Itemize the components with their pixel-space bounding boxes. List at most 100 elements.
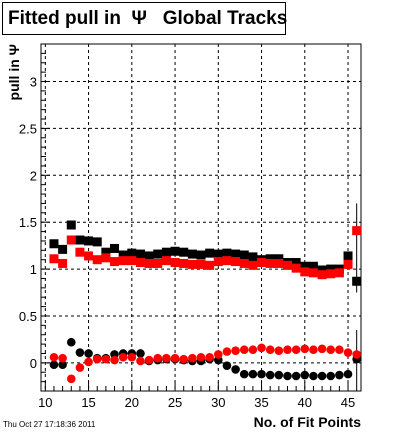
data-point xyxy=(309,371,318,381)
data-point xyxy=(239,345,249,355)
data-point xyxy=(127,352,137,362)
data-point xyxy=(118,256,128,266)
chart-title-box: Fitted pull in Ψ Global Tracks xyxy=(2,2,288,35)
data-point xyxy=(49,254,59,264)
data-point xyxy=(300,267,310,277)
data-point xyxy=(335,345,344,355)
data-point xyxy=(153,353,163,363)
data-point xyxy=(170,246,180,256)
data-point xyxy=(153,258,163,268)
data-point xyxy=(222,248,232,258)
data-point xyxy=(179,258,189,268)
data-point xyxy=(265,345,275,355)
data-point xyxy=(317,265,327,275)
y-tick-label: 0.5 xyxy=(19,309,37,324)
data-point xyxy=(257,343,266,353)
data-point xyxy=(274,346,284,355)
data-point xyxy=(84,349,93,358)
y-axis-label: pull in Ψ xyxy=(6,44,22,100)
chart-title: Fitted pull in Ψ Global Tracks xyxy=(8,7,288,29)
data-point xyxy=(291,263,301,273)
data-point xyxy=(84,236,94,246)
data-point xyxy=(101,253,111,263)
data-point xyxy=(335,370,344,380)
data-point xyxy=(274,258,284,268)
data-point xyxy=(309,345,318,355)
data-point xyxy=(136,349,145,358)
data-point xyxy=(58,244,68,254)
x-tick-label: 35 xyxy=(254,395,268,410)
data-point xyxy=(300,370,310,380)
data-point xyxy=(352,350,361,359)
data-point xyxy=(127,256,137,266)
data-point xyxy=(248,260,258,270)
data-point xyxy=(136,356,145,366)
data-point xyxy=(75,363,85,372)
data-point xyxy=(161,247,171,257)
data-point xyxy=(205,352,214,362)
data-point xyxy=(222,361,232,370)
data-point xyxy=(66,374,76,384)
data-point xyxy=(101,247,111,257)
data-point xyxy=(231,346,240,355)
data-point xyxy=(257,258,267,268)
data-point xyxy=(265,370,275,380)
x-tick-label: 45 xyxy=(341,395,355,410)
data-point xyxy=(144,355,154,365)
data-point xyxy=(153,249,163,259)
x-tick-label: 15 xyxy=(81,395,95,410)
data-point xyxy=(213,257,223,267)
x-tick-label: 25 xyxy=(168,395,182,410)
y-tick-label: 3 xyxy=(30,75,37,90)
data-point xyxy=(326,264,336,274)
data-point xyxy=(110,355,119,365)
data-point xyxy=(231,249,241,259)
data-point xyxy=(265,258,275,268)
data-point xyxy=(49,360,59,370)
data-point xyxy=(127,248,137,258)
data-point xyxy=(343,348,353,357)
data-point xyxy=(248,345,258,355)
data-point xyxy=(239,369,249,379)
data-point xyxy=(58,258,68,268)
data-point xyxy=(274,254,284,264)
data-point xyxy=(222,347,232,356)
data-point xyxy=(75,247,85,257)
data-point xyxy=(343,259,353,269)
x-tick-label: 40 xyxy=(298,395,312,410)
data-point xyxy=(248,369,258,379)
data-point xyxy=(66,220,76,230)
data-point xyxy=(308,261,318,271)
data-point xyxy=(291,345,301,355)
data-point xyxy=(222,256,232,266)
data-point xyxy=(118,352,128,362)
data-point xyxy=(144,258,154,268)
data-point xyxy=(66,235,76,245)
data-point xyxy=(231,365,240,374)
data-point xyxy=(187,259,197,269)
data-point xyxy=(75,235,85,245)
data-point xyxy=(205,260,215,270)
data-point xyxy=(300,344,310,354)
data-point xyxy=(187,249,197,259)
data-point xyxy=(213,350,223,359)
data-point xyxy=(196,352,206,362)
data-point xyxy=(291,371,301,381)
data-point xyxy=(308,268,318,278)
y-tick-label: 1.5 xyxy=(19,215,37,230)
data-point xyxy=(274,370,284,380)
data-point xyxy=(300,261,310,271)
data-point xyxy=(282,260,292,270)
x-axis-label: No. of Fit Points xyxy=(254,414,362,430)
data-point xyxy=(317,270,327,280)
data-point xyxy=(66,337,76,347)
data-point xyxy=(179,247,189,257)
data-point xyxy=(326,371,336,381)
data-point xyxy=(179,354,189,364)
data-point xyxy=(343,369,353,379)
data-point xyxy=(239,258,249,268)
data-point xyxy=(144,251,154,261)
y-tick-label: 2 xyxy=(30,168,37,183)
data-point xyxy=(326,269,336,279)
